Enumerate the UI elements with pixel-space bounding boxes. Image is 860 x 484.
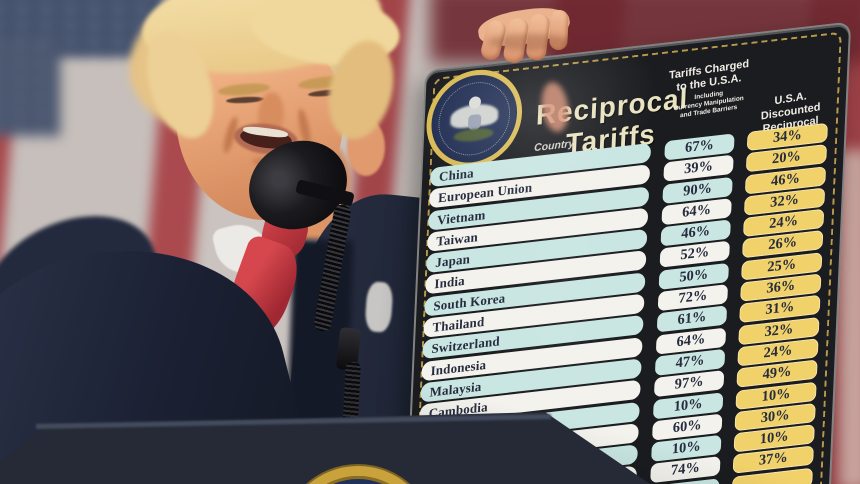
- flag-union-stars-lower: [0, 38, 60, 136]
- flag-light-stripe-right: [838, 150, 860, 484]
- hand-shadow: [488, 34, 572, 50]
